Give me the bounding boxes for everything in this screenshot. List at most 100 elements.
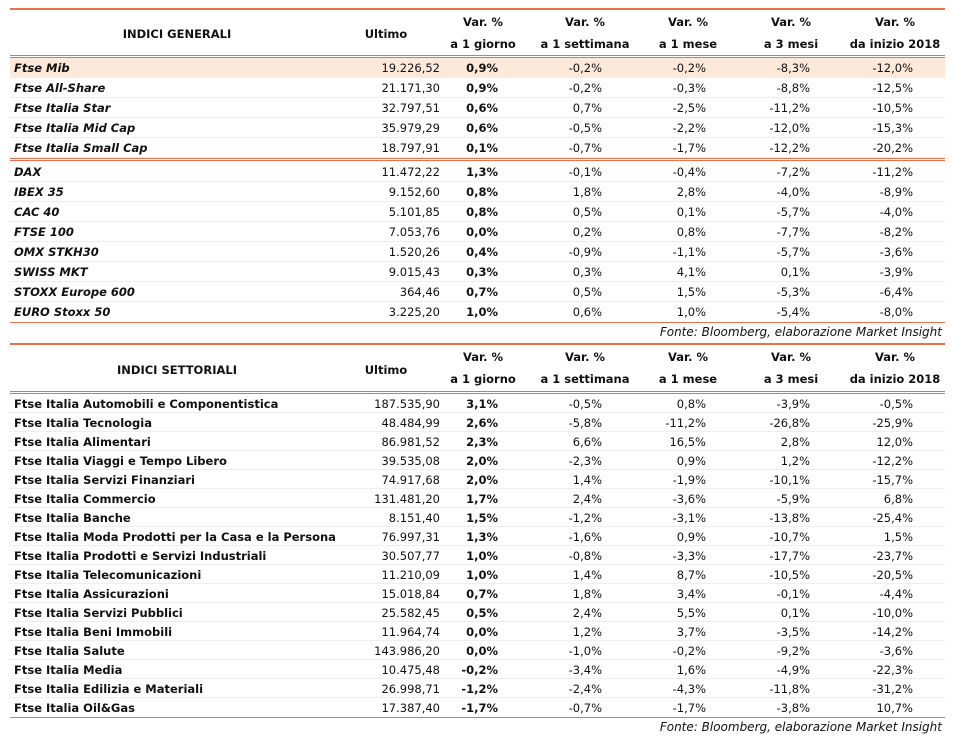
- cell: -0,2%: [461, 662, 498, 677]
- cell: 2,0%: [466, 453, 498, 468]
- column-header: INDICI SETTORIALI: [117, 362, 237, 377]
- cell: 0,7%: [466, 586, 498, 601]
- cell: -11,2%: [665, 415, 706, 430]
- row-rule: [10, 602, 945, 603]
- cell: 0,1%: [466, 141, 498, 155]
- cell: -3,6%: [879, 245, 913, 259]
- cell: 0,6%: [466, 101, 498, 115]
- row-rule: [10, 583, 945, 584]
- cell: -12,5%: [872, 81, 913, 95]
- row-rule: [10, 526, 945, 527]
- cell: -12,2%: [872, 453, 913, 468]
- column-header: a 3 mesi: [763, 37, 819, 51]
- column-header: Var. %: [463, 15, 503, 29]
- column-header: Ultimo: [364, 27, 408, 41]
- row-rule: [10, 281, 945, 282]
- cell: 1,2%: [780, 453, 810, 468]
- cell: 15.018,84: [381, 586, 440, 601]
- cell: -4,0%: [879, 205, 913, 219]
- row-label: Ftse Italia Star: [14, 101, 111, 115]
- cell: 21.171,30: [381, 81, 440, 95]
- cell: 0,3%: [466, 265, 498, 279]
- row-rule: [10, 659, 945, 660]
- cell: -11,2%: [872, 165, 913, 179]
- row-rule: [10, 241, 945, 242]
- cell: 0,8%: [676, 396, 706, 411]
- cell: 1,6%: [676, 662, 706, 677]
- cell: 1,8%: [572, 185, 602, 199]
- cell: 17.387,40: [381, 700, 440, 715]
- cell: -12,2%: [769, 141, 810, 155]
- row-rule: [10, 640, 945, 641]
- cell: -3,3%: [672, 548, 706, 563]
- cell: 1,0%: [466, 548, 498, 563]
- row-rule: [10, 77, 945, 78]
- column-header: a 1 mese: [658, 37, 718, 51]
- cell: -2,3%: [568, 453, 602, 468]
- cell: -3,1%: [672, 510, 706, 525]
- row-rule: [10, 488, 945, 489]
- cell: -8,8%: [776, 81, 810, 95]
- cell: 3,4%: [676, 586, 706, 601]
- cell: 2,4%: [572, 491, 602, 506]
- cell: -10,1%: [769, 472, 810, 487]
- cell: 26.998,71: [381, 681, 440, 696]
- cell: 0,2%: [572, 225, 602, 239]
- cell: 9.015,43: [388, 265, 440, 279]
- row-rule: [10, 545, 945, 546]
- row-label: Ftse Italia Commercio: [14, 491, 156, 506]
- cell: 0,9%: [676, 453, 706, 468]
- cell: -0,1%: [568, 165, 602, 179]
- column-header: Var. %: [668, 350, 708, 364]
- cell: -0,7%: [568, 141, 602, 155]
- column-header: Var. %: [565, 15, 605, 29]
- row-label: Ftse Italia Salute: [14, 643, 125, 658]
- cell: -14,2%: [872, 624, 913, 639]
- row-rule: [10, 117, 945, 118]
- cell: 0,5%: [572, 285, 602, 299]
- cell: 1,5%: [466, 510, 498, 525]
- cell: 5.101,85: [388, 205, 440, 219]
- cell: 0,0%: [466, 624, 498, 639]
- cell: -11,2%: [769, 101, 810, 115]
- cell: 0,5%: [466, 605, 498, 620]
- cell: -2,4%: [568, 681, 602, 696]
- cell: 1,0%: [676, 305, 706, 319]
- cell: -1,1%: [672, 245, 706, 259]
- cell: 2,8%: [780, 434, 810, 449]
- row-label: Ftse Italia Oil&Gas: [14, 700, 135, 715]
- cell: 8,7%: [676, 567, 706, 582]
- cell: -10,0%: [872, 605, 913, 620]
- cell: 0,7%: [466, 285, 498, 299]
- rule: [10, 343, 945, 345]
- cell: 1,0%: [466, 567, 498, 582]
- row-label: IBEX 35: [14, 185, 64, 199]
- cell: -3,9%: [879, 265, 913, 279]
- row-label: EURO Stoxx 50: [14, 305, 111, 319]
- column-header: a 1 settimana: [540, 37, 630, 51]
- cell: 8.151,40: [388, 510, 440, 525]
- cell: -26,8%: [769, 415, 810, 430]
- cell: -3,5%: [776, 624, 810, 639]
- rule: [10, 322, 945, 323]
- cell: 0,6%: [572, 305, 602, 319]
- column-header: da inizio 2018: [849, 372, 941, 386]
- cell: -1,7%: [672, 141, 706, 155]
- cell: 1.520,26: [388, 245, 440, 259]
- cell: -3,8%: [776, 700, 810, 715]
- cell: 0,5%: [572, 205, 602, 219]
- cell: -2,5%: [672, 101, 706, 115]
- cell: -4,0%: [776, 185, 810, 199]
- cell: -7,7%: [776, 225, 810, 239]
- row-label: CAC 40: [14, 205, 60, 219]
- cell: 48.484,99: [381, 415, 440, 430]
- cell: -8,2%: [879, 225, 913, 239]
- cell: -1,7%: [461, 700, 498, 715]
- row-label: Ftse Italia Servizi Finanziari: [14, 472, 195, 487]
- cell: -1,7%: [672, 700, 706, 715]
- cell: -0,5%: [879, 396, 913, 411]
- cell: -5,7%: [776, 205, 810, 219]
- row-label: Ftse Italia Alimentari: [14, 434, 151, 449]
- cell: -0,5%: [568, 396, 602, 411]
